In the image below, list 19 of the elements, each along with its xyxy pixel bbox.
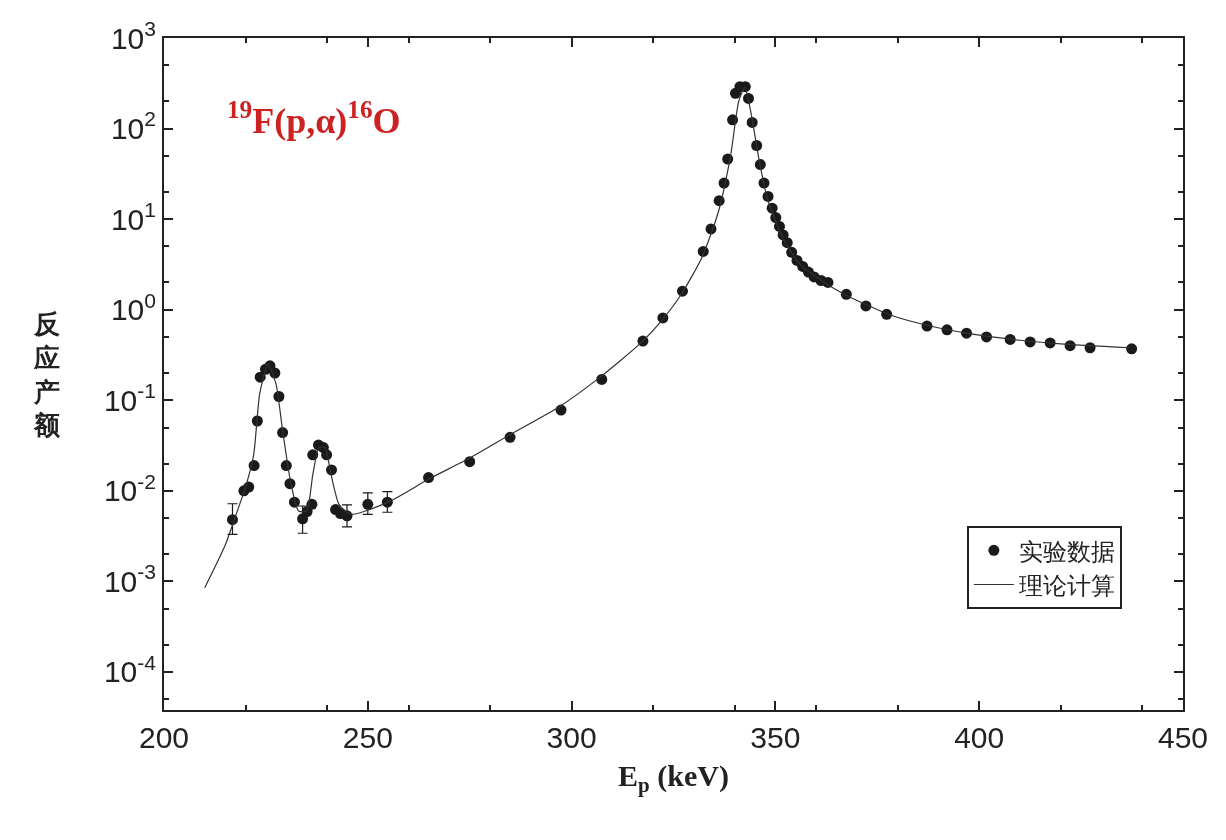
x-tick-label: 450 xyxy=(1157,721,1209,754)
y-axis-title: 反应产额 xyxy=(33,309,61,441)
x-tick-label: 250 xyxy=(342,721,393,754)
y-tick-label: 10$^{-1}$ xyxy=(103,379,156,417)
legend-label: 实验数据 xyxy=(1018,537,1115,566)
x-tick-label: 300 xyxy=(546,721,597,754)
y-tick-label: 10$^{-4}$ xyxy=(103,650,157,689)
y-tick-label: 10$^{-3}$ xyxy=(103,560,156,598)
y-tick-label: 10$^{0}$ xyxy=(110,288,156,327)
y-tick-label: 10$^{2}$ xyxy=(110,107,156,146)
annotation: $^{19}$F(p,α)$^{16}$O xyxy=(227,96,401,142)
x-tick-label: 200 xyxy=(138,721,190,754)
x-tick-label: 350 xyxy=(750,721,801,754)
legend-label: 理论计算 xyxy=(1018,571,1115,600)
x-tick-label: 400 xyxy=(954,721,1005,754)
y-tick-label: 10$^{1}$ xyxy=(110,198,156,236)
y-tick-label: 10$^{-2}$ xyxy=(103,469,156,508)
y-tick-label: 10$^{3}$ xyxy=(110,16,156,55)
x-axis-title: E$_{p}$ (keV) xyxy=(618,759,729,798)
